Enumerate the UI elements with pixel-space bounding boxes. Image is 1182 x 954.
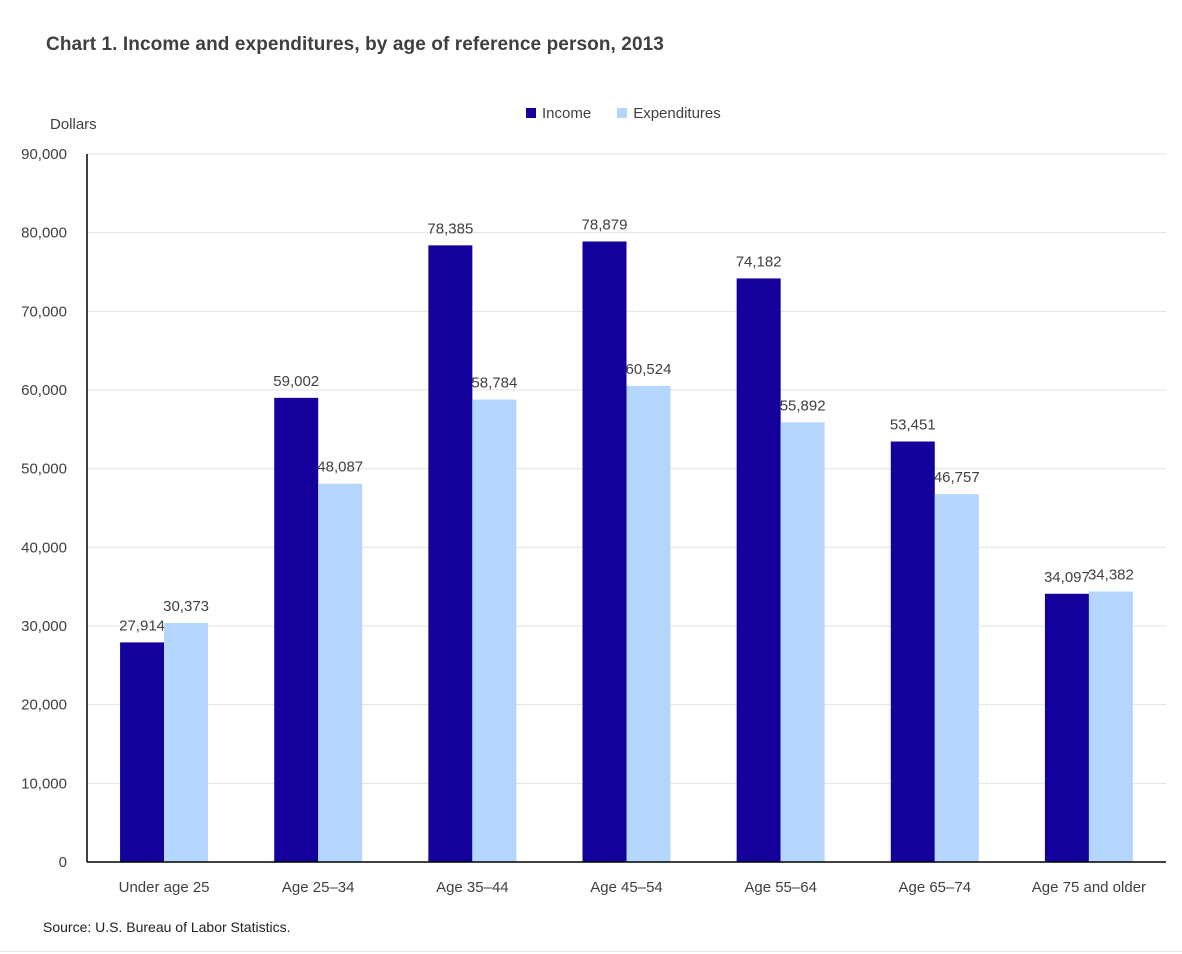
legend-item-income: Income — [526, 105, 591, 122]
bar-income — [120, 642, 165, 862]
bar-income — [582, 241, 627, 862]
x-tick-label: Age 55–64 — [744, 879, 817, 896]
bar-income — [736, 278, 781, 862]
y-tick-label: 30,000 — [21, 618, 67, 635]
x-tick-label: Age 25–34 — [282, 879, 355, 896]
data-label-income: 78,879 — [582, 216, 628, 233]
y-tick-label: 40,000 — [21, 539, 67, 556]
bar-expenditures — [780, 422, 825, 862]
bottom-divider — [0, 951, 1182, 952]
x-tick-label: Age 45–54 — [590, 879, 663, 896]
y-tick-label: 60,000 — [21, 382, 67, 399]
y-axis-label: Dollars — [50, 116, 97, 133]
data-label-income: 34,097 — [1044, 569, 1090, 586]
bar-expenditures — [934, 494, 979, 862]
data-label-expenditures: 55,892 — [780, 397, 826, 414]
legend-swatch-expenditures — [617, 108, 628, 118]
source-note: Source: U.S. Bureau of Labor Statistics. — [43, 919, 291, 935]
y-tick-label: 0 — [59, 854, 67, 871]
data-label-expenditures: 58,784 — [471, 375, 517, 392]
bar-expenditures — [318, 483, 363, 862]
data-label-income: 27,914 — [119, 617, 165, 634]
y-tick-label: 50,000 — [21, 461, 67, 478]
data-label-expenditures: 30,373 — [163, 598, 209, 615]
y-tick-label: 20,000 — [21, 697, 67, 714]
legend-label-expenditures: Expenditures — [633, 104, 721, 122]
legend-item-expenditures: Expenditures — [617, 105, 721, 122]
bar-income — [428, 245, 473, 862]
legend: Income Expenditures — [526, 104, 747, 122]
legend-label-income: Income — [542, 104, 592, 122]
chart-title: Chart 1. Income and expenditures, by age… — [46, 34, 664, 55]
x-tick-label: Age 35–44 — [436, 879, 509, 896]
y-tick-label: 70,000 — [21, 303, 67, 320]
data-label-income: 78,385 — [427, 220, 473, 237]
data-label-income: 74,182 — [736, 253, 782, 270]
data-label-expenditures: 34,382 — [1088, 567, 1134, 584]
bar-income — [890, 441, 935, 862]
x-tick-label: Age 65–74 — [898, 879, 971, 896]
y-tick-label: 80,000 — [21, 225, 67, 242]
bar-income — [274, 397, 319, 862]
bar-income — [1044, 593, 1089, 862]
bar-expenditures — [472, 399, 517, 862]
x-tick-label: Age 75 and older — [1032, 879, 1146, 896]
data-label-income: 59,002 — [273, 373, 319, 390]
legend-swatch-income — [526, 108, 536, 118]
y-tick-label: 10,000 — [21, 775, 67, 792]
bar-expenditures — [164, 623, 209, 862]
data-label-income: 53,451 — [890, 417, 936, 434]
bar-expenditures — [626, 385, 671, 862]
y-tick-label: 90,000 — [21, 146, 67, 163]
data-label-expenditures: 60,524 — [626, 361, 672, 378]
data-label-expenditures: 48,087 — [317, 459, 363, 476]
x-tick-label: Under age 25 — [119, 879, 210, 896]
bar-expenditures — [1088, 591, 1133, 862]
data-label-expenditures: 46,757 — [934, 469, 980, 486]
